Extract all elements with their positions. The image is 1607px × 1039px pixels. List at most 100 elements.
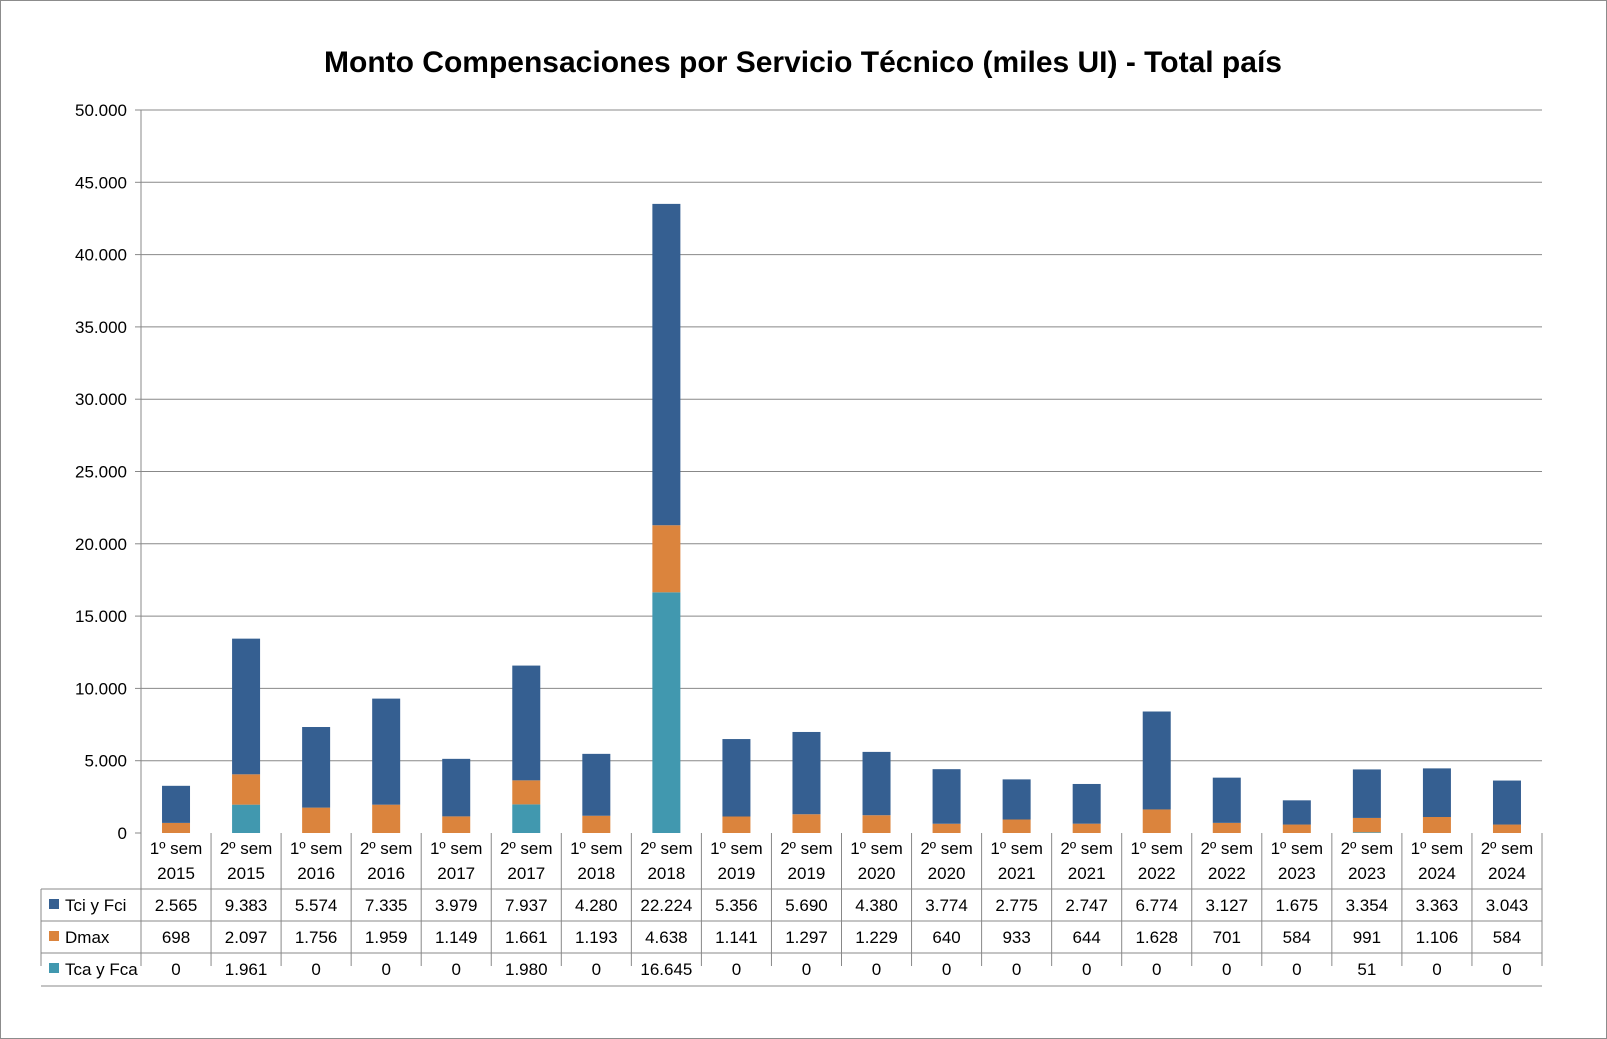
bar-segment-dmax <box>1212 822 1241 833</box>
y-tick-label: 50.000 <box>75 101 127 120</box>
bar-segment-tci-y-fci <box>162 785 191 823</box>
bar-segment-dmax <box>792 814 821 833</box>
y-tick-label: 5.000 <box>84 752 127 771</box>
category-label-line2: 2020 <box>928 864 966 883</box>
bar-segment-tci-y-fci <box>932 769 961 824</box>
table-cell-value: 3.354 <box>1346 896 1389 915</box>
bar-segment-tci-y-fci <box>582 753 611 816</box>
table-cell-value: 1.756 <box>295 928 338 947</box>
table-cell-value: 5.690 <box>785 896 828 915</box>
bar-segment-tci-y-fci <box>372 698 401 805</box>
bar-segment-dmax <box>1352 817 1381 833</box>
table-cell-value: 9.383 <box>225 896 268 915</box>
table-cell-value: 0 <box>1082 960 1091 979</box>
bar-segment-tci-y-fci <box>512 665 541 781</box>
bar-segment-tci-y-fci <box>1142 711 1171 810</box>
table-cell-value: 0 <box>451 960 460 979</box>
legend-key <box>49 899 59 909</box>
table-cell-value: 4.638 <box>645 928 688 947</box>
table-cell-value: 0 <box>171 960 180 979</box>
table-cell-value: 584 <box>1283 928 1311 947</box>
table-cell-value: 2.565 <box>155 896 198 915</box>
data-table: 1º sem 2015 2º sem 2015 1º sem 2016 2º sem 2016… <box>40 833 1543 987</box>
category-label-line2: 2017 <box>507 864 545 883</box>
bar-segment-tci-y-fci <box>232 638 261 775</box>
table-cell-value: 3.363 <box>1416 896 1459 915</box>
gridlines <box>135 109 1542 834</box>
table-cell-value: 1.297 <box>785 928 828 947</box>
table-cell-value: 2.747 <box>1065 896 1108 915</box>
category-label-line1: 2º sem <box>640 839 693 858</box>
category-label-line2: 2021 <box>1068 864 1106 883</box>
category-label-line1: 1º sem <box>570 839 623 858</box>
category-label-line2: 2024 <box>1418 864 1456 883</box>
y-tick-label: 40.000 <box>75 246 127 265</box>
table-cell-value: 7.335 <box>365 896 408 915</box>
bar-segment-tci-y-fci <box>1282 800 1311 825</box>
legend-label: Dmax <box>65 928 110 947</box>
table-cell-value: 1.149 <box>435 928 478 947</box>
category-label-line1: 2º sem <box>220 839 273 858</box>
bar-segment-tci-y-fci <box>1352 769 1381 818</box>
category-label-line1: 1º sem <box>1130 839 1183 858</box>
category-label-line1: 2º sem <box>1341 839 1394 858</box>
table-cell-value: 0 <box>1292 960 1301 979</box>
bar-segment-tci-y-fci <box>652 203 681 526</box>
category-label-line1: 2º sem <box>1201 839 1254 858</box>
table-cell-value: 701 <box>1213 928 1241 947</box>
category-label-line2: 2015 <box>157 864 195 883</box>
bar-segment-dmax <box>1142 809 1171 833</box>
category-label-line1: 1º sem <box>290 839 343 858</box>
bar-segment-dmax <box>582 815 611 833</box>
category-label-line1: 1º sem <box>1411 839 1464 858</box>
table-cell-value: 644 <box>1072 928 1100 947</box>
table-cell-value: 0 <box>872 960 881 979</box>
category-label-line2: 2022 <box>1208 864 1246 883</box>
y-tick-label: 35.000 <box>75 318 127 337</box>
category-label-line2: 2023 <box>1348 864 1386 883</box>
bar-segment-tci-y-fci <box>1002 779 1031 820</box>
bar-segment-dmax <box>932 823 961 833</box>
category-label-line2: 2018 <box>577 864 615 883</box>
legend-label: Tca y Fca <box>65 960 138 979</box>
y-tick-label: 0 <box>118 824 127 843</box>
bar-segment-dmax <box>302 807 331 833</box>
y-tick-label: 30.000 <box>75 390 127 409</box>
category-label-line1: 1º sem <box>850 839 903 858</box>
bar-segment-tci-y-fci <box>1492 780 1521 825</box>
table-cell-value: 584 <box>1493 928 1521 947</box>
table-cell-value: 3.043 <box>1486 896 1529 915</box>
table-cell-value: 698 <box>162 928 190 947</box>
bar-segment-tca-y-fca <box>232 804 261 833</box>
table-cell-value: 2.097 <box>225 928 268 947</box>
table-cell-value: 0 <box>732 960 741 979</box>
table-cell-value: 1.229 <box>855 928 898 947</box>
category-label-line2: 2020 <box>858 864 896 883</box>
bar-segment-tca-y-fca <box>512 804 541 833</box>
table-cell-value: 1.106 <box>1416 928 1459 947</box>
bars <box>162 203 1521 833</box>
legend-label: Tci y Fci <box>65 896 126 915</box>
category-label-line1: 1º sem <box>430 839 483 858</box>
legend-key <box>49 963 59 973</box>
table-cell-value: 5.574 <box>295 896 338 915</box>
bar-segment-tci-y-fci <box>722 739 751 817</box>
bar-segment-dmax <box>442 816 471 833</box>
table-cell-value: 1.959 <box>365 928 408 947</box>
y-tick-label: 10.000 <box>75 679 127 698</box>
table-cell-value: 5.356 <box>715 896 758 915</box>
bar-segment-tci-y-fci <box>792 731 821 815</box>
category-label-line2: 2017 <box>437 864 475 883</box>
y-axis-ticks: 0 5.000 10.000 15.000 20.000 25.000 30.000 35.0… <box>75 101 127 843</box>
bar-segment-dmax <box>512 780 541 805</box>
bar-segment-dmax <box>862 815 891 833</box>
table-cell-value: 3.774 <box>925 896 968 915</box>
category-label-line1: 2º sem <box>500 839 553 858</box>
y-tick-label: 15.000 <box>75 607 127 626</box>
bar-segment-tci-y-fci <box>1072 783 1101 824</box>
bar-segment-dmax <box>1072 823 1101 833</box>
table-cell-value: 1.141 <box>715 928 758 947</box>
category-label-line2: 2016 <box>367 864 405 883</box>
category-label-line2: 2021 <box>998 864 1036 883</box>
